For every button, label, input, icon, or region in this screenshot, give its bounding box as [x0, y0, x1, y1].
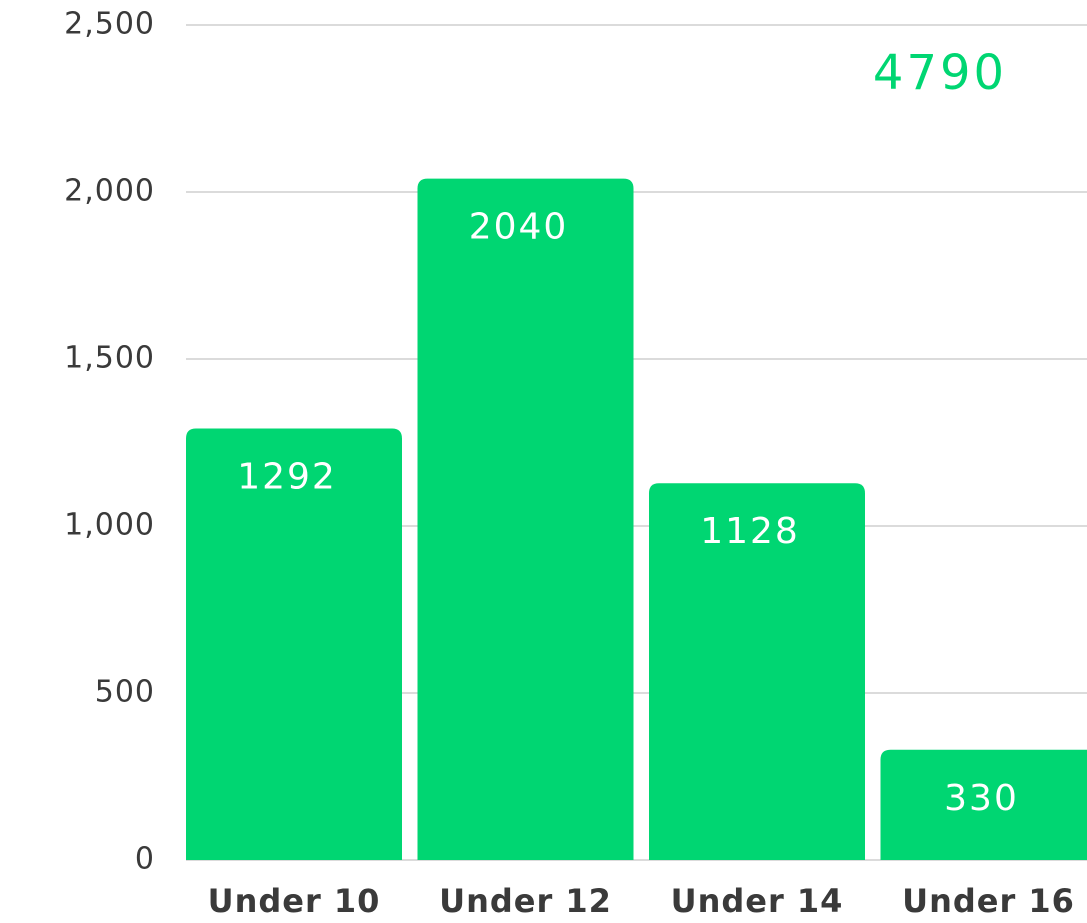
y-tick-label: 1,000: [64, 508, 155, 543]
x-tick-label: Under 10: [208, 882, 381, 920]
bar: [649, 483, 865, 860]
value-label: 1292: [237, 456, 337, 497]
x-tick-label: Under 16: [902, 882, 1075, 920]
x-tick-label: Under 14: [671, 882, 844, 920]
value-label: 1128: [700, 511, 800, 552]
y-tick-label: 0: [135, 842, 155, 877]
value-label: 2040: [469, 207, 569, 248]
x-tick-label: Under 12: [439, 882, 612, 920]
y-tick-label: 2,500: [64, 7, 155, 42]
y-tick-label: 1,500: [64, 341, 155, 376]
y-tick-label: 500: [95, 675, 155, 710]
bar: [417, 178, 634, 860]
bar: [186, 428, 402, 860]
y-tick-label: 2,000: [64, 174, 155, 209]
annotation: 4790: [873, 45, 1007, 101]
value-label: 330: [944, 778, 1019, 819]
bar: [880, 749, 1087, 860]
